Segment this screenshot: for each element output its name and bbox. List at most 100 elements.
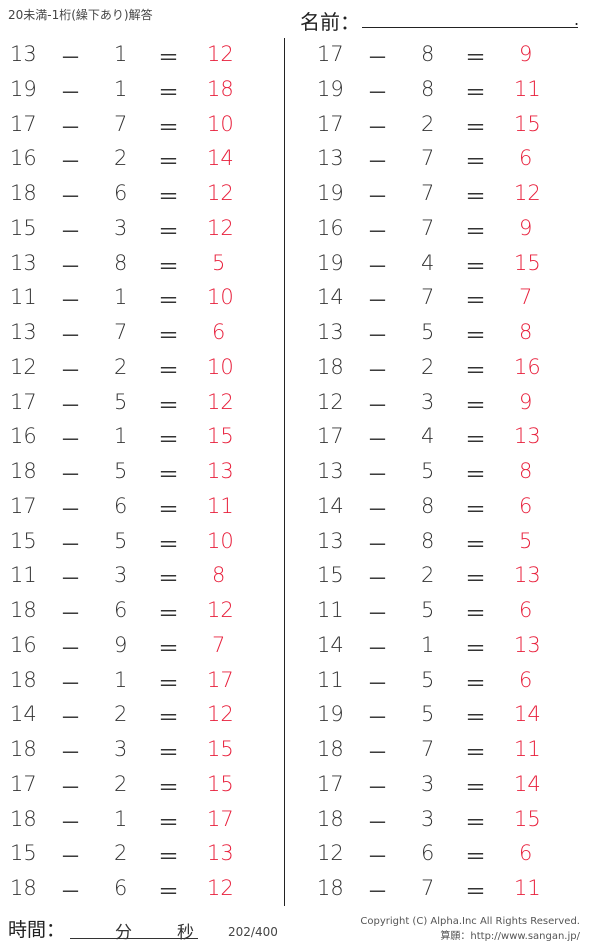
answer: 17 xyxy=(207,667,234,692)
equals-sign: ＝ xyxy=(158,567,179,592)
answer: 9 xyxy=(519,42,533,66)
equals-sign: ＝ xyxy=(158,46,179,70)
minus-sign: － xyxy=(60,810,81,835)
equals-sign: ＝ xyxy=(465,324,486,348)
minus-sign: － xyxy=(367,845,388,870)
copyright-block: Copyright (C) Alpha.Inc All Rights Reser… xyxy=(360,914,580,944)
minus-sign: － xyxy=(367,880,388,904)
equals-sign: ＝ xyxy=(465,289,486,314)
minuend: 17 xyxy=(317,771,344,796)
answer: 12 xyxy=(514,181,541,205)
equals-sign: ＝ xyxy=(158,393,179,418)
minus-sign: － xyxy=(60,463,81,487)
minus-sign: － xyxy=(60,358,81,383)
equals-sign: ＝ xyxy=(465,46,486,70)
minus-sign: － xyxy=(367,463,388,487)
site-link[interactable]: 算願：http://www.sangan.jp/ xyxy=(440,931,580,942)
minus-sign: － xyxy=(367,497,388,522)
equals-sign: ＝ xyxy=(465,741,486,765)
minus-sign: － xyxy=(367,636,388,661)
equals-sign: ＝ xyxy=(158,636,179,661)
minus-sign: － xyxy=(367,80,388,105)
minuend: 11 xyxy=(10,285,37,310)
answer: 9 xyxy=(519,389,533,414)
answer: 13 xyxy=(207,459,234,483)
answer: 12 xyxy=(207,215,234,240)
minus-sign: － xyxy=(60,150,81,175)
equals-sign: ＝ xyxy=(158,289,179,314)
minus-sign: － xyxy=(60,115,81,140)
answer: 8 xyxy=(519,459,533,483)
minus-sign: － xyxy=(367,324,388,348)
time-field[interactable] xyxy=(70,938,198,939)
subtrahend: 4 xyxy=(421,250,435,275)
equals-sign: ＝ xyxy=(465,150,486,175)
subtrahend: 1 xyxy=(114,424,128,449)
page-number: 202/400 xyxy=(228,925,278,939)
subtrahend: 3 xyxy=(114,215,128,240)
answer: 6 xyxy=(519,493,533,518)
equals-sign: ＝ xyxy=(158,775,179,800)
equals-sign: ＝ xyxy=(158,150,179,175)
answer: 13 xyxy=(514,424,541,449)
minus-sign: － xyxy=(367,254,388,279)
subtrahend: 8 xyxy=(421,76,435,101)
minus-sign: － xyxy=(60,497,81,522)
minuend: 12 xyxy=(10,354,37,379)
minuend: 17 xyxy=(317,111,344,136)
name-field[interactable] xyxy=(362,27,578,28)
equals-sign: ＝ xyxy=(465,80,486,105)
answer: 15 xyxy=(207,737,234,761)
minus-sign: － xyxy=(367,567,388,592)
answer: 14 xyxy=(514,771,541,796)
minuend: 19 xyxy=(317,76,344,101)
answer: 18 xyxy=(207,76,234,101)
minuend: 14 xyxy=(10,702,37,727)
minuend: 12 xyxy=(317,389,344,414)
minuend: 11 xyxy=(317,667,344,692)
minus-sign: － xyxy=(60,80,81,105)
equals-sign: ＝ xyxy=(465,428,486,453)
equals-sign: ＝ xyxy=(158,602,179,626)
equals-sign: ＝ xyxy=(158,80,179,105)
subtrahend: 6 xyxy=(114,876,128,900)
minus-sign: － xyxy=(367,358,388,383)
answer: 13 xyxy=(207,841,234,866)
copyright-text: Copyright (C) Alpha.Inc All Rights Reser… xyxy=(360,916,580,927)
answer: 12 xyxy=(207,181,234,205)
answer: 6 xyxy=(519,598,533,622)
equals-sign: ＝ xyxy=(158,428,179,453)
answer: 8 xyxy=(212,563,226,588)
equals-sign: ＝ xyxy=(465,636,486,661)
minuend: 16 xyxy=(10,632,37,657)
answer: 14 xyxy=(207,146,234,171)
equals-sign: ＝ xyxy=(158,741,179,765)
name-end-mark: . xyxy=(574,10,580,29)
subtrahend: 2 xyxy=(114,841,128,866)
equals-sign: ＝ xyxy=(158,880,179,904)
minus-sign: － xyxy=(367,393,388,418)
subtrahend: 7 xyxy=(421,285,435,310)
subtrahend: 7 xyxy=(421,215,435,240)
minus-sign: － xyxy=(367,671,388,696)
subtrahend: 7 xyxy=(114,320,128,344)
equals-sign: ＝ xyxy=(465,185,486,209)
subtrahend: 7 xyxy=(421,876,435,900)
minus-sign: － xyxy=(60,254,81,279)
answer: 8 xyxy=(519,320,533,344)
subtrahend: 8 xyxy=(421,42,435,66)
subtrahend: 7 xyxy=(421,737,435,761)
minuend: 13 xyxy=(317,459,344,483)
subtrahend: 9 xyxy=(114,632,128,657)
minuend: 16 xyxy=(10,424,37,449)
equals-sign: ＝ xyxy=(158,185,179,209)
answer: 10 xyxy=(207,111,234,136)
minuend: 17 xyxy=(317,424,344,449)
answer: 15 xyxy=(207,424,234,449)
minuend: 17 xyxy=(10,111,37,136)
subtrahend: 5 xyxy=(421,702,435,727)
answer: 6 xyxy=(519,667,533,692)
minus-sign: － xyxy=(60,845,81,870)
answer: 7 xyxy=(212,632,226,657)
equals-sign: ＝ xyxy=(465,463,486,487)
